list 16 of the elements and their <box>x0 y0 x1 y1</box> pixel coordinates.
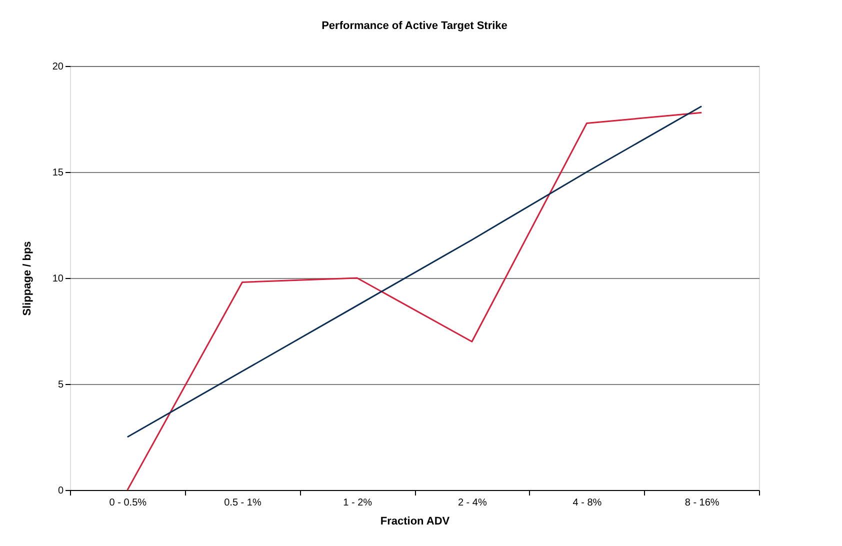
y-tick-label: 0 <box>58 486 64 496</box>
y-tick-label: 5 <box>58 380 64 390</box>
line-series <box>126 106 702 438</box>
x-tick-label: 0.5 - 1% <box>224 498 262 508</box>
x-tick-label: 0 - 0.5% <box>109 498 147 508</box>
x-tick-label: 8 - 16% <box>684 498 720 508</box>
line-series <box>126 112 702 491</box>
x-tick-label: 1 - 2% <box>343 498 372 508</box>
y-axis-title: Slippage / bps <box>21 241 34 316</box>
x-tick-label: 2 - 4% <box>458 498 487 508</box>
y-tick-label: 15 <box>52 168 64 178</box>
y-tick-label: 20 <box>52 62 64 72</box>
x-axis-title: Fraction ADV <box>380 516 450 528</box>
y-tick-label: 10 <box>52 274 64 284</box>
chart-title: Performance of Active Target Strike <box>322 20 508 32</box>
x-tick-label: 4 - 8% <box>572 498 602 508</box>
